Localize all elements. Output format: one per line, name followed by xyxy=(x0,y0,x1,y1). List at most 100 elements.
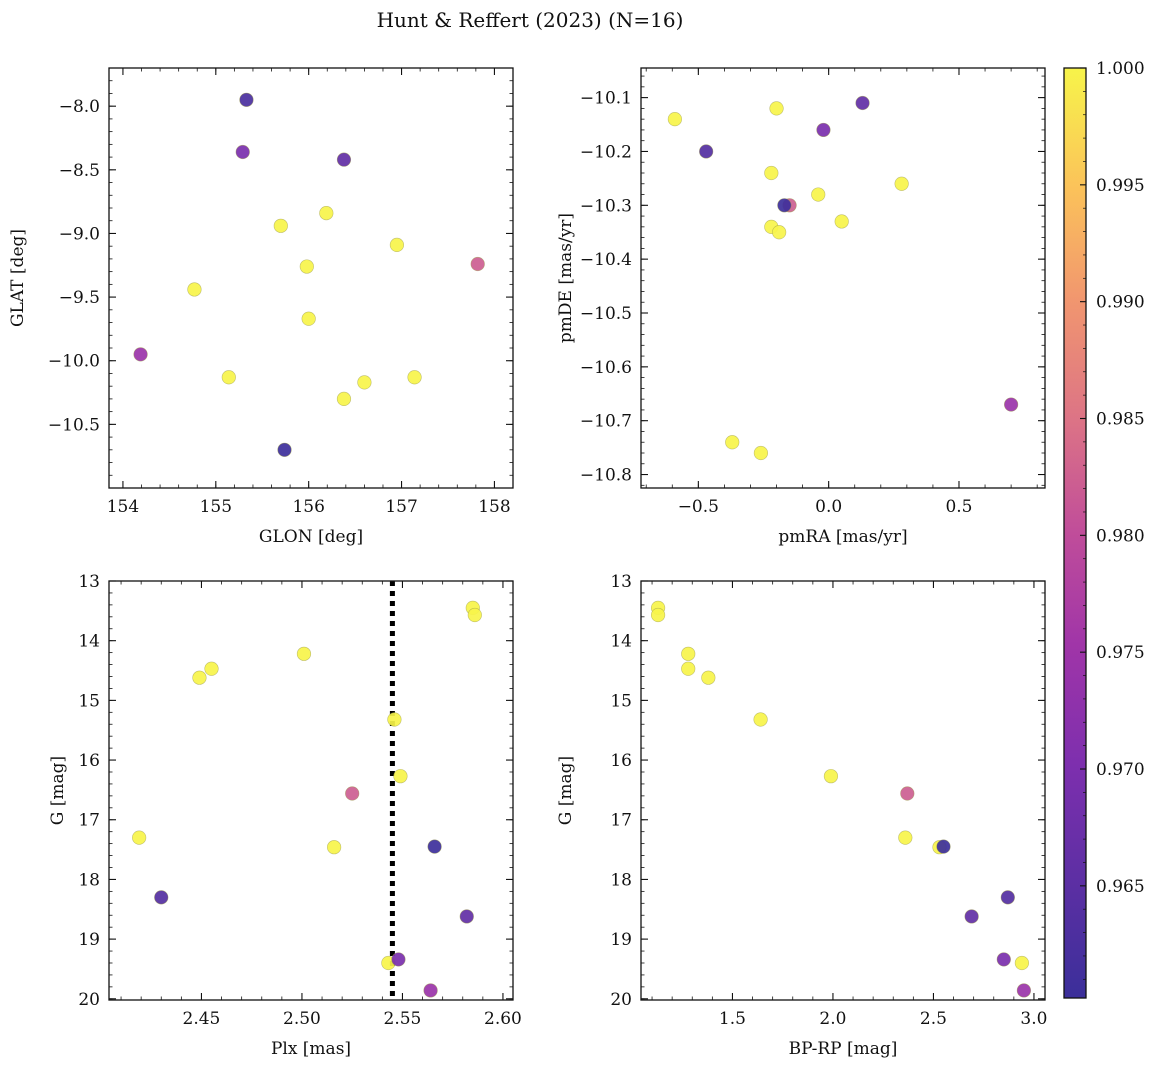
x-tick-label: 2.45 xyxy=(183,1009,221,1029)
x-tick-label: 156 xyxy=(292,497,324,517)
x-tick-label: 155 xyxy=(200,497,232,517)
panel-cmd: 1.5 2.0 2.5 3.0 13 14 15 16 17 18 19 20 BP-RP [mag]… xyxy=(556,572,1047,1059)
data-point xyxy=(423,983,438,998)
data-point xyxy=(753,712,768,727)
data-point xyxy=(764,165,779,181)
data-point xyxy=(772,225,787,240)
x-tick-label: 2.60 xyxy=(484,1009,522,1029)
data-point xyxy=(467,607,482,623)
data-point xyxy=(391,952,406,967)
axes-frame xyxy=(640,580,1046,1001)
x-tick-label: 2.50 xyxy=(283,1009,321,1029)
y-tick-label: 19 xyxy=(610,930,632,950)
data-point xyxy=(753,445,768,461)
y-tick-label: 13 xyxy=(78,572,100,592)
y-axis-label: G [mag] xyxy=(48,756,68,825)
y-tick-label: −10.1 xyxy=(580,89,632,109)
x-tick-label: 1.5 xyxy=(719,1009,746,1029)
data-point xyxy=(769,101,784,116)
x-tick-label: −0.5 xyxy=(678,497,719,517)
data-point xyxy=(816,122,831,138)
colorbar-tick-label: 0.990 xyxy=(1096,293,1145,313)
y-tick-label: −10.3 xyxy=(580,196,632,216)
data-point xyxy=(187,282,202,297)
data-point xyxy=(387,712,402,727)
data-point xyxy=(667,112,682,127)
y-tick-label: −8.5 xyxy=(59,161,100,181)
x-tick-label: 3.0 xyxy=(1020,1009,1047,1029)
colorbar-tick-label: 0.970 xyxy=(1096,760,1145,780)
colorbar-gradient xyxy=(1063,67,1087,999)
colorbar-tick-label: 0.975 xyxy=(1096,643,1145,663)
data-point xyxy=(327,840,342,855)
y-tick-label: 17 xyxy=(78,811,100,831)
colorbar-tick-label: 0.985 xyxy=(1096,410,1145,430)
data-point xyxy=(239,92,254,107)
y-tick-label: 17 xyxy=(610,811,632,831)
y-axis-label: G [mag] xyxy=(556,756,576,825)
data-point xyxy=(701,670,716,685)
colorbar-tick-label: 0.995 xyxy=(1096,176,1145,196)
data-point xyxy=(393,769,408,784)
data-point xyxy=(811,187,826,202)
data-point xyxy=(898,830,913,845)
data-point xyxy=(336,152,352,167)
figure-title: Hunt & Reffert (2023) (N=16) xyxy=(377,8,684,32)
data-point xyxy=(650,607,666,623)
data-point xyxy=(996,952,1011,967)
y-tick-label: 16 xyxy=(78,751,100,771)
data-point xyxy=(204,661,219,676)
points xyxy=(133,92,485,457)
y-tick-label: 13 xyxy=(610,572,632,592)
panel-parallax: 2.45 2.50 2.55 2.60 13 14 15 16 17 18 19 20 Plx [ma… xyxy=(48,572,522,1059)
data-point xyxy=(389,237,405,253)
data-point xyxy=(1004,397,1019,412)
ticks: 2.45 2.50 2.55 2.60 13 14 15 16 17 18 19 20 xyxy=(78,572,522,1029)
y-tick-label: 20 xyxy=(610,990,632,1010)
y-tick-label: −10.4 xyxy=(580,250,632,270)
data-point xyxy=(345,786,360,801)
data-point xyxy=(154,890,169,905)
data-point xyxy=(470,256,485,272)
data-point xyxy=(1000,890,1015,905)
y-tick-label: 18 xyxy=(78,870,100,890)
data-point xyxy=(299,259,314,274)
panel-proper-motion: −0.5 0.0 0.5 −10.1 −10.2 −10.3 −10.4 −10.5 −10.6… xyxy=(556,67,1046,547)
data-point xyxy=(235,144,250,160)
data-point xyxy=(964,909,979,924)
axes-frame xyxy=(108,580,514,1001)
colorbar: 0.965 0.970 0.975 0.980 0.985 0.990 0.995 1.000 xyxy=(1063,59,1145,999)
data-point xyxy=(777,198,792,213)
x-axis-label: pmRA [mas/yr] xyxy=(778,527,907,547)
data-point xyxy=(133,347,148,362)
colorbar-ticks: 0.965 0.970 0.975 0.980 0.985 0.990 0.995 1.000 xyxy=(1080,59,1145,980)
x-tick-label: 2.55 xyxy=(384,1009,422,1029)
x-tick-label: 0.5 xyxy=(945,497,972,517)
data-point xyxy=(319,205,334,221)
y-tick-label: −9.0 xyxy=(59,224,100,244)
data-point xyxy=(1014,955,1029,971)
y-tick-label: −10.5 xyxy=(48,415,100,435)
data-point xyxy=(296,646,312,661)
data-point xyxy=(221,370,236,385)
data-point xyxy=(357,375,372,390)
y-tick-label: −10.8 xyxy=(580,466,632,486)
axes-frame xyxy=(108,67,514,489)
data-point xyxy=(301,311,316,326)
panel-sky: 154 155 156 157 158 −8.0 −8.5 −9.0 −9.5 −10.0 −10.… xyxy=(8,67,514,547)
y-tick-label: 19 xyxy=(78,930,100,950)
y-tick-label: 20 xyxy=(78,990,100,1010)
data-point xyxy=(900,786,915,801)
data-point xyxy=(277,442,292,457)
x-tick-label: 154 xyxy=(107,497,139,517)
data-point xyxy=(681,646,696,661)
y-tick-label: 18 xyxy=(610,870,632,890)
colorbar-tick-label: 0.965 xyxy=(1096,877,1145,897)
x-tick-label: 157 xyxy=(385,497,417,517)
data-point xyxy=(699,144,714,159)
x-tick-label: 2.0 xyxy=(819,1009,846,1029)
ticks: −0.5 0.0 0.5 −10.1 −10.2 −10.3 −10.4 −10.5 −10.6… xyxy=(580,68,1045,517)
y-tick-label: −10.2 xyxy=(580,142,632,162)
x-tick-label: 0.0 xyxy=(815,497,842,517)
